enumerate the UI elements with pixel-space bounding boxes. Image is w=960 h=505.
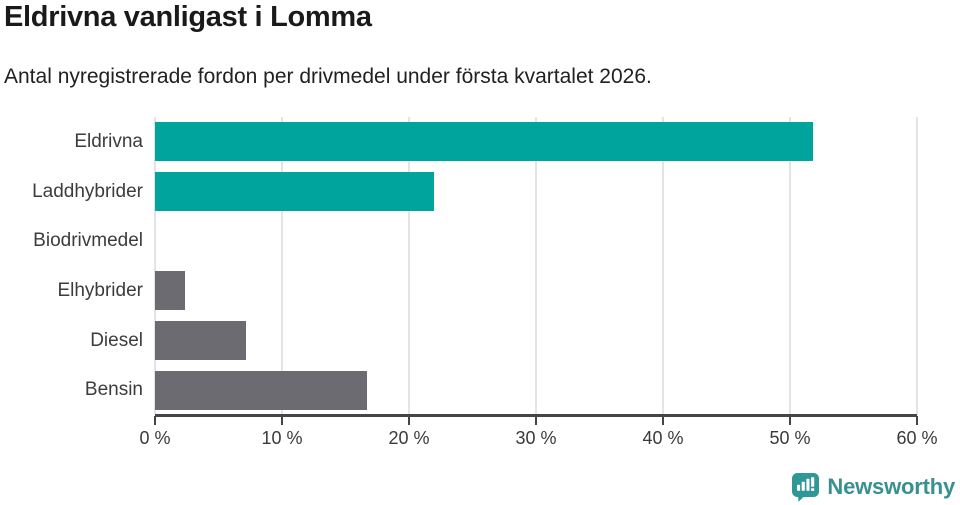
category-label-bensin: Bensin <box>84 379 143 401</box>
x-tick-label-40: 40 % <box>642 428 684 448</box>
x-tick-50 <box>789 416 791 425</box>
gridline-10 <box>281 117 283 415</box>
newsworthy-logo: Newsworthy <box>791 471 955 503</box>
gridline-50 <box>789 117 791 415</box>
gridline-60 <box>916 117 918 415</box>
x-tick-label-20: 20 % <box>388 428 430 448</box>
x-tick-40 <box>662 416 664 425</box>
newsworthy-bar-chart-bubble-icon <box>792 473 820 502</box>
category-label-elhybrider: Elhybrider <box>57 279 143 301</box>
gridline-0 <box>154 117 156 415</box>
bar-bensin <box>155 370 368 410</box>
category-label-eldrivna: Eldrivna <box>74 130 143 152</box>
category-label-diesel: Diesel <box>90 329 143 351</box>
brand-name: Newsworthy <box>827 474 955 499</box>
chart-title: Eldrivna vanligast i Lomma <box>4 1 372 33</box>
chart-subtitle: Antal nyregistrerade fordon per drivmede… <box>4 65 652 88</box>
x-tick-0 <box>154 416 156 425</box>
bar-laddhybrider <box>155 172 435 211</box>
category-label-laddhybrider: Laddhybrider <box>32 180 143 202</box>
x-axis-line <box>155 414 917 417</box>
x-tick-label-60: 60 % <box>896 428 938 448</box>
x-tick-label-0: 0 % <box>139 428 171 448</box>
bar-elhybrider <box>155 271 186 311</box>
x-tick-20 <box>408 416 410 425</box>
gridline-20 <box>408 117 410 415</box>
gridline-40 <box>662 117 664 415</box>
x-tick-label-50: 50 % <box>769 428 811 448</box>
y-axis-labels: Eldrivna Laddhybrider Biodrivmedel Elhybrid… <box>0 117 143 415</box>
x-tick-30 <box>535 416 537 425</box>
bar-eldrivna <box>155 122 813 162</box>
gridline-30 <box>535 117 537 415</box>
bar-diesel <box>155 321 247 360</box>
plot-area: 0 % 10 % 20 % 30 % 40 % 50 % 60 % <box>139 117 938 448</box>
x-tick-10 <box>281 416 283 425</box>
category-label-biodrivmedel: Biodrivmedel <box>33 230 143 252</box>
x-tick-60 <box>916 416 918 425</box>
x-tick-label-30: 30 % <box>515 428 557 448</box>
x-tick-label-10: 10 % <box>261 428 303 448</box>
